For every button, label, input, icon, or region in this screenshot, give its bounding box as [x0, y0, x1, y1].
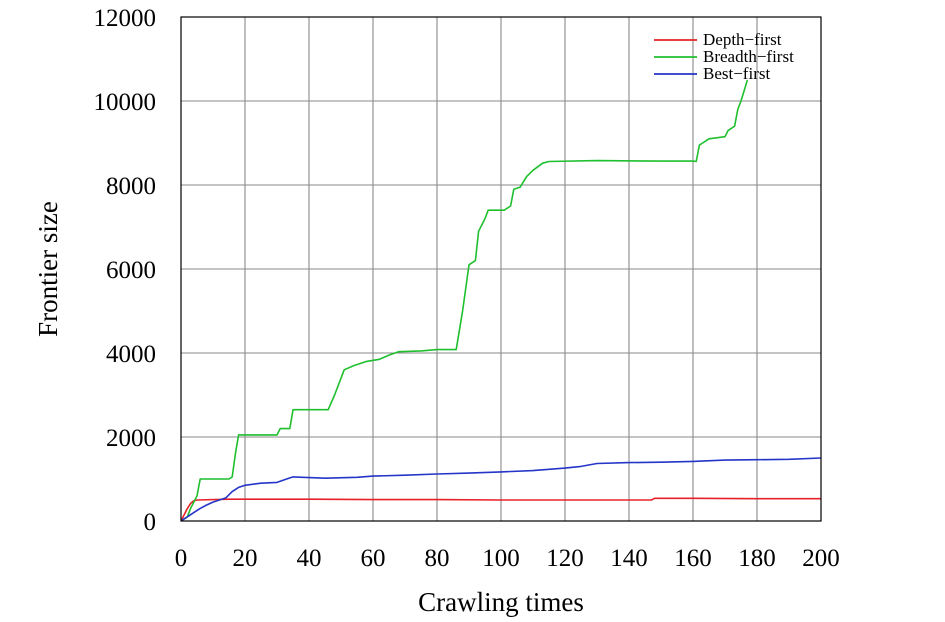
x-tick-label: 60 — [361, 545, 386, 572]
legend-label-0: Depth−first — [703, 30, 782, 49]
legend-label-2: Best−first — [703, 64, 770, 83]
x-tick-label: 100 — [482, 545, 520, 572]
plot-frame — [180, 16, 822, 522]
x-tick-label: 200 — [802, 545, 840, 572]
y-tick-label: 10000 — [94, 89, 157, 116]
series-line-0 — [181, 497, 821, 521]
gridlines — [181, 17, 821, 521]
y-axis-label: Frontier size — [33, 201, 63, 337]
x-tick-label: 160 — [674, 545, 712, 572]
x-tick-label: 120 — [546, 545, 584, 572]
y-tick-label: 2000 — [106, 425, 156, 452]
x-axis-label: Crawling times — [418, 587, 584, 617]
y-axis-ticks: 0 2000 4000 6000 8000 10000 12000 — [94, 5, 157, 536]
y-tick-label: 12000 — [94, 5, 157, 32]
x-tick-label: 0 — [175, 545, 188, 572]
x-tick-label: 40 — [297, 545, 322, 572]
series-line-2 — [181, 457, 821, 521]
x-tick-label: 180 — [738, 545, 776, 572]
x-axis-ticks: 0 20 40 60 80 100 120 140 160 180 200 — [175, 545, 840, 572]
y-tick-label: 0 — [144, 509, 157, 536]
legend-label-1: Breadth−first — [703, 47, 794, 66]
y-tick-label: 4000 — [106, 341, 156, 368]
y-tick-label: 6000 — [106, 257, 156, 284]
y-tick-label: 8000 — [106, 173, 156, 200]
series-line-1 — [181, 79, 749, 521]
series-lines — [181, 79, 821, 521]
x-tick-label: 20 — [233, 545, 258, 572]
x-tick-label: 140 — [610, 545, 648, 572]
x-tick-label: 80 — [425, 545, 450, 572]
